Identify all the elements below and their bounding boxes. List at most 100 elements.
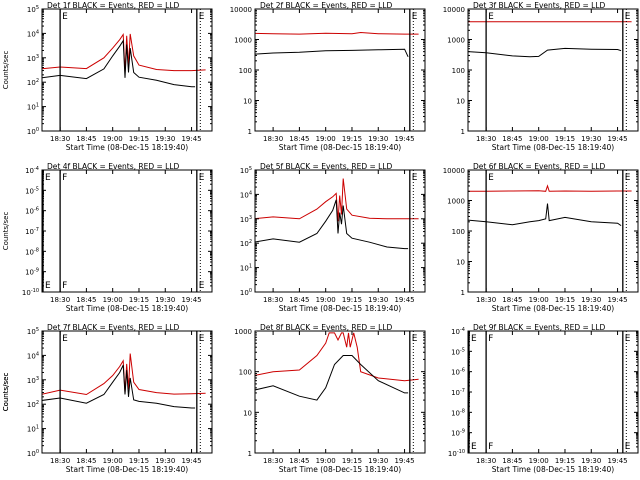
x-tick-label: 19:45	[181, 457, 201, 465]
x-tick-label: 18:30	[263, 135, 283, 143]
plot-frame	[41, 169, 213, 293]
x-tick-label: 19:45	[181, 296, 201, 304]
x-axis-label: Start Time (08-Dec-15 18:19:40)	[66, 304, 188, 313]
chart-panel-3: 1 10 100 1000 10000 18:30 18:45 19:00 19:15 19:30…	[443, 1, 639, 152]
chart-panel-6: 1 10 100 1000 10000 18:30 18:45 19:00 19:15 19:30…	[443, 162, 639, 313]
y-tick-label: 102	[240, 239, 252, 248]
event-marker-label: E	[199, 281, 205, 291]
event-marker-label: E	[625, 12, 631, 22]
x-tick-label: 19:45	[394, 296, 414, 304]
event-marker-label: E	[488, 173, 494, 183]
y-tick-label: 100	[239, 67, 252, 75]
x-tick-label: 18:45	[76, 296, 96, 304]
event-marker-label: E	[412, 334, 418, 344]
x-axis-label: Start Time (08-Dec-15 18:19:40)	[279, 465, 401, 474]
y-tick-label: 10000	[443, 6, 465, 14]
x-tick-label: 19:15	[342, 296, 362, 304]
x-tick-label: 19:15	[555, 296, 575, 304]
y-tick-label: 10-8	[25, 247, 39, 256]
event-marker-label: E	[625, 442, 631, 452]
panel-title: Det 5f BLACK = Events, RED = LLD	[260, 162, 393, 171]
x-tick-label: 18:45	[289, 457, 309, 465]
y-tick-label: 10-9	[451, 429, 465, 438]
y-tick-label: 10-8	[451, 408, 465, 417]
x-tick-label: 18:30	[263, 457, 283, 465]
y-tick-label: 10-4	[451, 327, 465, 336]
x-tick-label: 19:30	[155, 457, 175, 465]
x-axis-label: Start Time (08-Dec-15 18:19:40)	[492, 143, 614, 152]
y-tick-label: 10-6	[25, 207, 39, 216]
y-tick-label: 1000	[234, 328, 252, 336]
y-tick-label: 102	[27, 400, 39, 409]
x-axis-label: Start Time (08-Dec-15 18:19:40)	[279, 143, 401, 152]
x-tick-label: 19:30	[581, 457, 601, 465]
x-tick-label: 18:30	[476, 296, 496, 304]
y-tick-label: 101	[240, 264, 252, 273]
x-tick-label: 18:30	[50, 296, 70, 304]
y-tick-label: 104	[27, 351, 39, 360]
event-marker-label: E	[471, 334, 477, 344]
event-marker-label: E	[199, 334, 205, 344]
series-line-black	[468, 203, 622, 227]
x-axis-label: Start Time (08-Dec-15 18:19:40)	[66, 143, 188, 152]
y-tick-label: 105	[240, 166, 252, 175]
x-tick-label: 19:15	[555, 135, 575, 143]
panel-title: Det 4f BLACK = Events, RED = LLD	[47, 162, 180, 171]
event-marker-label: E	[488, 12, 494, 22]
y-tick-label: 100	[27, 449, 39, 458]
x-tick-label: 19:45	[394, 457, 414, 465]
x-tick-label: 18:45	[502, 457, 522, 465]
plot-frame	[41, 330, 213, 454]
y-tick-label: 100	[452, 67, 465, 75]
panel-title: Det 3f BLACK = Events, RED = LLD	[473, 1, 606, 10]
x-tick-label: 19:15	[129, 296, 149, 304]
x-tick-label: 18:45	[76, 457, 96, 465]
y-tick-label: 100	[240, 288, 252, 297]
series-line-red	[42, 32, 206, 73]
y-tick-label: 1	[461, 128, 465, 136]
chart-panel-2: 1 10 100 1000 10000 18:30 18:45 19:00 19:15 19:30…	[230, 1, 426, 152]
x-tick-label: 19:15	[342, 135, 362, 143]
y-tick-label: 1000	[447, 198, 465, 206]
y-tick-label: 10-7	[451, 388, 465, 397]
y-tick-label: 101	[27, 425, 39, 434]
x-axis-label: Start Time (08-Dec-15 18:19:40)	[492, 465, 614, 474]
event-marker-label: F	[488, 334, 493, 344]
y-tick-label: 102	[27, 78, 39, 87]
x-tick-label: 19:00	[316, 296, 336, 304]
y-tick-label: 10	[243, 409, 252, 417]
y-axis-label: Counts/sec	[2, 373, 10, 412]
x-tick-label: 19:30	[368, 296, 388, 304]
event-marker-label: F	[62, 173, 67, 183]
x-tick-label: 18:30	[476, 135, 496, 143]
y-tick-label: 1000	[447, 37, 465, 45]
chart-panel-7: 100 101 102 103 104 105 18:30 18:45 19:00 19:15 19…	[2, 323, 213, 474]
x-tick-label: 19:00	[529, 135, 549, 143]
x-tick-label: 19:15	[342, 457, 362, 465]
x-tick-label: 19:45	[394, 135, 414, 143]
x-axis-label: Start Time (08-Dec-15 18:19:40)	[492, 304, 614, 313]
plot-frame	[467, 330, 639, 454]
event-marker-label: E	[45, 173, 51, 183]
event-marker-label: F	[62, 281, 67, 291]
event-marker-label: E	[199, 12, 205, 22]
series-line-black	[42, 364, 196, 409]
series-line-red	[255, 332, 419, 382]
panel-title: Det 6f BLACK = Events, RED = LLD	[473, 162, 606, 171]
y-tick-label: 10-5	[451, 347, 465, 356]
x-tick-label: 18:45	[289, 135, 309, 143]
y-tick-label: 10	[456, 259, 465, 267]
y-tick-label: 1	[248, 128, 252, 136]
y-tick-label: 10	[456, 98, 465, 106]
panel-title: Det 9f BLACK = Events, RED = LLD	[473, 323, 606, 332]
y-tick-label: 100	[27, 127, 39, 136]
x-tick-label: 19:00	[103, 296, 123, 304]
y-tick-label: 100	[452, 228, 465, 236]
series-line-red	[255, 178, 419, 222]
x-tick-label: 18:30	[50, 457, 70, 465]
x-tick-label: 19:45	[181, 135, 201, 143]
y-tick-label: 103	[240, 215, 252, 224]
x-axis-label: Start Time (08-Dec-15 18:19:40)	[279, 304, 401, 313]
x-tick-label: 18:45	[76, 135, 96, 143]
x-tick-label: 19:30	[368, 135, 388, 143]
